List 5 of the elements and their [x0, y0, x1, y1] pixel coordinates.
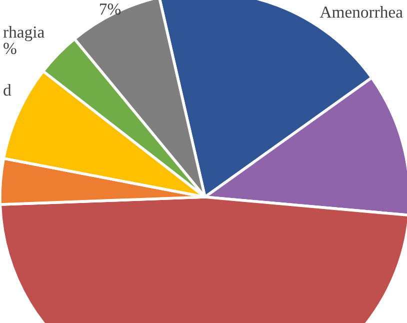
data-label: 7% — [100, 3, 121, 15]
data-label: % — [4, 42, 16, 54]
slice-label: Amenorrhea — [320, 6, 403, 18]
slice-label: rhagia — [3, 26, 44, 42]
slice-label: d — [4, 84, 12, 96]
